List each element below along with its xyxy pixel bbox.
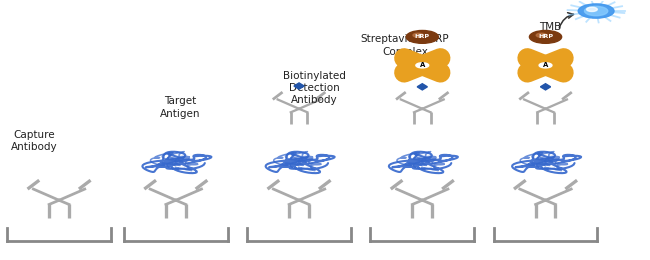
Circle shape xyxy=(529,30,562,43)
Text: HRP: HRP xyxy=(538,34,553,40)
Polygon shape xyxy=(417,84,428,90)
Circle shape xyxy=(584,6,608,16)
Text: Capture
Antibody: Capture Antibody xyxy=(10,130,57,152)
Circle shape xyxy=(536,33,547,37)
Polygon shape xyxy=(294,83,304,89)
Circle shape xyxy=(416,63,429,68)
Text: Target
Antigen: Target Antigen xyxy=(160,96,200,119)
Text: HRP: HRP xyxy=(415,34,430,40)
Circle shape xyxy=(586,7,597,11)
Circle shape xyxy=(539,63,552,68)
Polygon shape xyxy=(540,84,551,90)
Text: A: A xyxy=(543,62,548,68)
Text: Streptavidin-HRP
Complex: Streptavidin-HRP Complex xyxy=(361,34,449,57)
Circle shape xyxy=(413,33,423,37)
Text: TMB: TMB xyxy=(539,22,562,31)
Circle shape xyxy=(578,4,614,18)
Circle shape xyxy=(406,30,438,43)
Text: Biotinylated
Detection
Antibody: Biotinylated Detection Antibody xyxy=(283,70,346,105)
Text: A: A xyxy=(420,62,425,68)
